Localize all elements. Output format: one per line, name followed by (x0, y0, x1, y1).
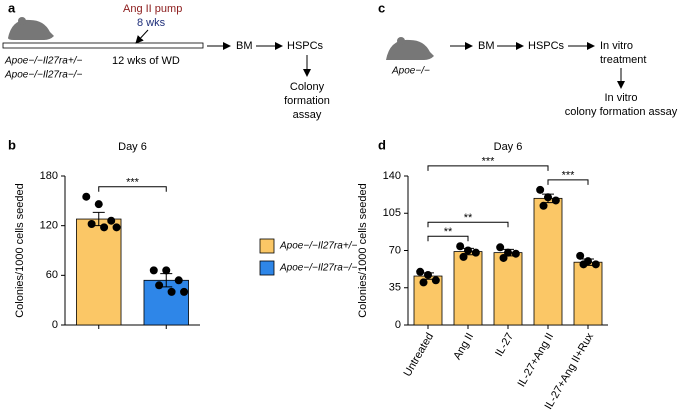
y-tick-label: 70 (389, 244, 401, 256)
data-point (536, 185, 545, 194)
data-point (499, 253, 508, 262)
data-point (471, 248, 480, 257)
weeks-label: 8 wks (137, 17, 166, 29)
mouse-ear (397, 37, 405, 45)
bar (573, 261, 603, 326)
significance-bracket (427, 235, 469, 242)
bar (76, 218, 122, 326)
significance-bracket (427, 165, 549, 171)
treatment-label: treatment (600, 54, 646, 66)
genotype: Apoe−/−Il27ra−/− (4, 70, 82, 81)
data-point (539, 201, 548, 210)
significance-label: ** (464, 212, 473, 224)
y-tick-label: 180 (40, 170, 58, 182)
diet-label: 12 wks of WD (112, 55, 180, 67)
data-point (167, 287, 176, 296)
data-point (456, 242, 465, 251)
data-point (576, 251, 585, 260)
data-point (504, 248, 512, 257)
significance-label: *** (126, 177, 140, 189)
panel-label: d (378, 137, 386, 152)
bar (493, 252, 523, 326)
y-tick-label: 0 (395, 319, 401, 331)
data-point (162, 266, 171, 275)
data-point (511, 249, 520, 258)
significance-bracket (98, 186, 167, 192)
data-point (112, 223, 121, 232)
bar (453, 251, 483, 326)
data-point (579, 260, 588, 269)
significance-bracket (547, 179, 589, 185)
data-point (496, 243, 505, 252)
bar (533, 197, 563, 326)
data-point (100, 223, 109, 232)
data-point (180, 287, 189, 296)
chart-title: Day 6 (494, 141, 523, 153)
genotype: Apoe−/− (391, 66, 430, 77)
x-tick-label: IL-27 (493, 331, 516, 359)
legend-swatch (259, 260, 275, 276)
treatment-label: In vitro (600, 40, 633, 52)
mouse-icon (8, 19, 54, 40)
timeline (2, 42, 204, 49)
significance-label: *** (562, 170, 576, 182)
panel-label: c (378, 0, 385, 15)
hspcs-label: HSPCs (528, 40, 565, 52)
assay-label: In vitro (604, 92, 637, 104)
x-tick-label: Ang II (451, 331, 476, 362)
mouse-ear (18, 17, 26, 25)
y-tick-label: 140 (383, 170, 401, 182)
data-point (419, 278, 428, 287)
y-tick-label: 0 (52, 319, 58, 331)
data-point (87, 220, 96, 229)
data-point (94, 200, 103, 209)
assay-label: colony formation assay (565, 106, 678, 118)
hspcs-label: HSPCs (287, 40, 324, 52)
data-point (416, 267, 425, 276)
y-tick-label: 105 (383, 207, 401, 219)
significance-label: ** (444, 226, 453, 238)
data-point (544, 193, 552, 202)
significance-bracket (427, 221, 509, 228)
y-axis-label: Colonies/1000 cells seeded (14, 183, 26, 318)
assay-label: formation (284, 95, 330, 107)
data-point (591, 260, 600, 269)
bar (413, 275, 443, 326)
data-point (82, 192, 91, 201)
y-tick-label: 120 (40, 220, 58, 232)
assay-label: Colony (290, 81, 325, 93)
y-tick-label: 35 (389, 282, 401, 294)
bm-label: BM (236, 40, 253, 52)
data-point (424, 270, 432, 279)
x-tick-label: IL-27+Ang II (516, 331, 557, 389)
data-point (155, 281, 164, 290)
data-point (107, 216, 116, 225)
bm-label: BM (478, 40, 495, 52)
mouse-icon (386, 39, 434, 60)
x-tick-label: Untreated (402, 331, 437, 379)
chart-title: Day 6 (118, 141, 147, 153)
data-point (149, 266, 158, 275)
significance-label: *** (482, 156, 496, 168)
data-point (431, 276, 440, 285)
arrow (135, 29, 149, 44)
panel-label: a (8, 0, 16, 15)
assay-label: assay (293, 109, 322, 121)
legend-swatch (259, 238, 275, 254)
y-tick-label: 60 (46, 269, 58, 281)
legend-label: Apoe−/−Il27ra−/− (279, 263, 357, 274)
data-point (464, 246, 472, 255)
pump-label: Ang II pump (123, 3, 182, 15)
panel-label: b (8, 137, 16, 152)
genotype: Apoe−/−Il27ra+/− (4, 56, 82, 67)
data-point (174, 276, 183, 285)
y-axis-label: Colonies/1000 cells seeded (357, 183, 369, 318)
data-point (459, 252, 468, 261)
legend-label: Apoe−/−Il27ra+/− (279, 241, 357, 252)
data-point (551, 196, 560, 205)
